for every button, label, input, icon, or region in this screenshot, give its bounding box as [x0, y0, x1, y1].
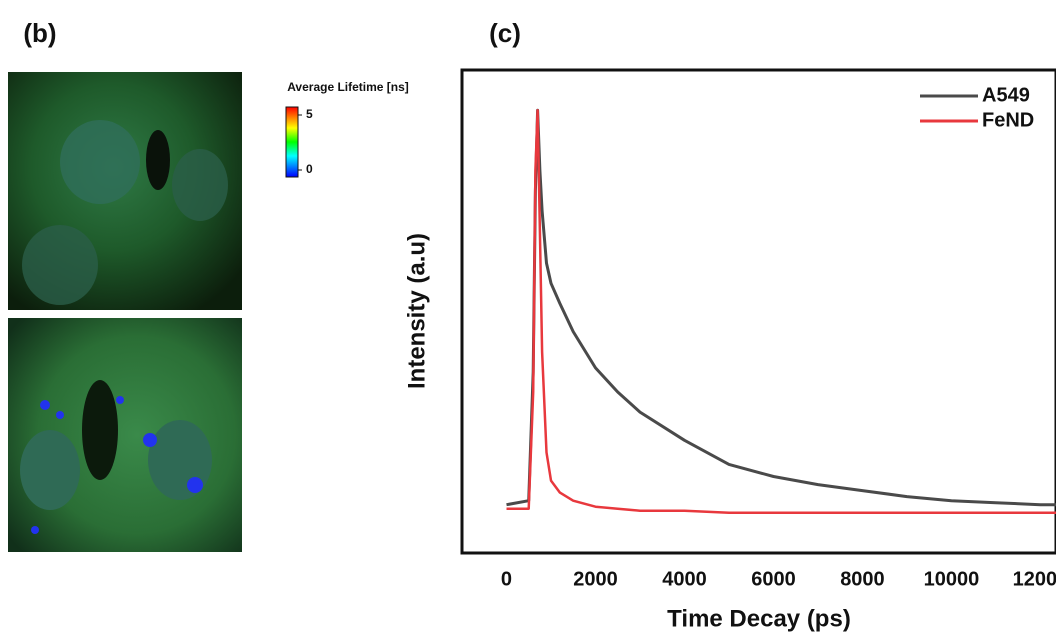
- x-tick-label: 12000: [1013, 568, 1056, 590]
- x-tick-label: 0: [501, 568, 512, 590]
- panel-label: (c): [489, 18, 521, 48]
- y-axis-label: Intensity (a.u): [403, 233, 430, 389]
- legend-label: A549: [982, 84, 1030, 106]
- micrograph: [8, 318, 242, 552]
- panel-label: (b): [23, 18, 56, 48]
- x-tick-label: 8000: [840, 568, 885, 590]
- colorbar: [285, 106, 299, 178]
- x-tick-label: 10000: [924, 568, 980, 590]
- x-axis-label: Time Decay (ps): [667, 605, 851, 632]
- colorbar-tick-label: 0: [306, 162, 313, 176]
- colorbar-tick-label: 5: [306, 107, 313, 121]
- legend-label: FeND: [982, 109, 1034, 131]
- x-tick-label: 4000: [662, 568, 707, 590]
- colorbar-label: Average Lifetime [ns]: [287, 80, 409, 94]
- micrograph: [8, 72, 242, 310]
- data-line: [506, 108, 1056, 507]
- x-tick-label: 2000: [573, 568, 618, 590]
- plot-frame: [460, 68, 1056, 555]
- data-line: [506, 109, 1056, 515]
- x-tick-label: 6000: [751, 568, 796, 590]
